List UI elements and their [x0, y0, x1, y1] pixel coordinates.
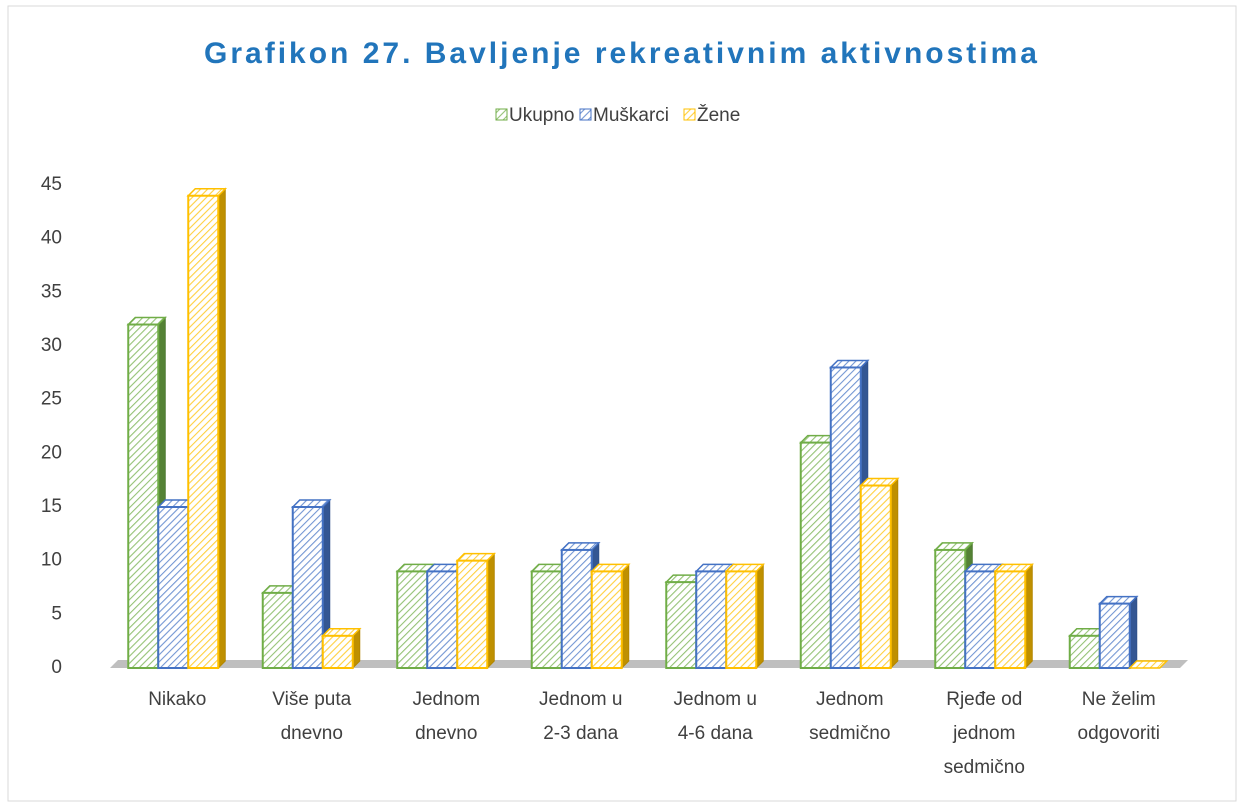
bar-top — [186, 187, 228, 197]
bar — [724, 563, 766, 670]
bar-top — [724, 563, 766, 573]
bar-side — [890, 477, 899, 670]
bar-side — [486, 552, 495, 670]
y-tick-label: 25 — [41, 389, 62, 410]
y-tick-label: 35 — [41, 281, 62, 302]
bar — [186, 187, 228, 670]
bar-front — [994, 570, 1027, 670]
bar — [1097, 595, 1139, 670]
x-tick-label: Više puta dnevno — [272, 689, 351, 744]
y-tick-label: 20 — [41, 442, 62, 463]
y-tick-label: 15 — [41, 496, 62, 517]
bar-front — [1068, 634, 1101, 669]
bar-front — [261, 591, 294, 669]
legend-label: Ukupno — [509, 105, 575, 126]
bar-front — [1098, 602, 1131, 669]
bar — [993, 563, 1035, 670]
legend-label: Muškarci — [593, 105, 669, 126]
bar-front — [725, 570, 758, 670]
bar-front — [829, 366, 862, 669]
bar-front — [590, 570, 623, 670]
bar-front — [560, 548, 593, 670]
x-tick-label: Jednom u 4-6 dana — [674, 689, 757, 744]
bar — [455, 552, 497, 670]
bar-top — [828, 359, 870, 369]
legend-swatch — [683, 108, 696, 121]
bar-front — [426, 570, 459, 670]
x-tick-label: Ne želim odgovoriti — [1078, 689, 1160, 744]
x-tick-label: Nikako — [148, 689, 206, 710]
bar-front — [187, 194, 220, 669]
y-tick-label: 30 — [41, 335, 62, 356]
bar-top — [455, 552, 497, 562]
legend-label: Žene — [697, 104, 740, 126]
bar-front — [695, 570, 728, 670]
bar-side — [1024, 563, 1033, 670]
bar-front — [665, 581, 698, 670]
bar-side — [755, 563, 764, 670]
floor — [110, 660, 1188, 668]
bar-top — [320, 628, 362, 637]
bar-front — [799, 441, 832, 669]
bar-front — [127, 323, 160, 669]
y-tick-label: 0 — [51, 657, 62, 678]
bar-top — [933, 542, 975, 551]
bar-front — [530, 570, 563, 670]
bar-side — [1129, 595, 1138, 670]
bar-top — [290, 499, 332, 508]
y-tick-label: 10 — [41, 550, 62, 571]
bar — [1127, 660, 1169, 669]
bar-front — [859, 484, 892, 669]
x-tick-label: Rjeđe od jednom sedmično — [944, 689, 1025, 778]
y-tick-label: 40 — [41, 228, 62, 249]
bar-front — [396, 570, 429, 670]
chart-title: Grafikon 27. Bavljenje rekreativnim akti… — [204, 37, 1040, 70]
x-tick-label: Jednom dnevno — [412, 689, 480, 744]
bar-top — [559, 542, 601, 551]
y-tick-label: 5 — [51, 603, 62, 624]
bar-top — [126, 316, 168, 326]
bar-front — [934, 548, 967, 670]
bar — [126, 316, 168, 670]
bar-side — [621, 563, 630, 670]
bar-front — [157, 506, 190, 669]
bar-front — [964, 570, 997, 670]
bar — [320, 627, 362, 670]
bar — [858, 477, 900, 670]
bar-front — [321, 634, 354, 669]
bar-top — [1127, 660, 1169, 669]
legend-swatch — [495, 108, 508, 121]
legend-swatch — [579, 108, 592, 121]
bar — [589, 563, 631, 670]
x-tick-label: Jednom sedmično — [809, 689, 890, 744]
bar-top — [589, 563, 631, 573]
bar-top — [993, 563, 1035, 573]
bar-front — [456, 559, 489, 670]
bar-side — [217, 187, 226, 670]
bar-front — [291, 506, 324, 669]
x-tick-label: Jednom u 2-3 dana — [539, 689, 622, 744]
bar-top — [1097, 595, 1139, 605]
bar-top — [858, 477, 900, 487]
bar — [290, 498, 332, 670]
y-tick-label: 45 — [41, 174, 62, 195]
